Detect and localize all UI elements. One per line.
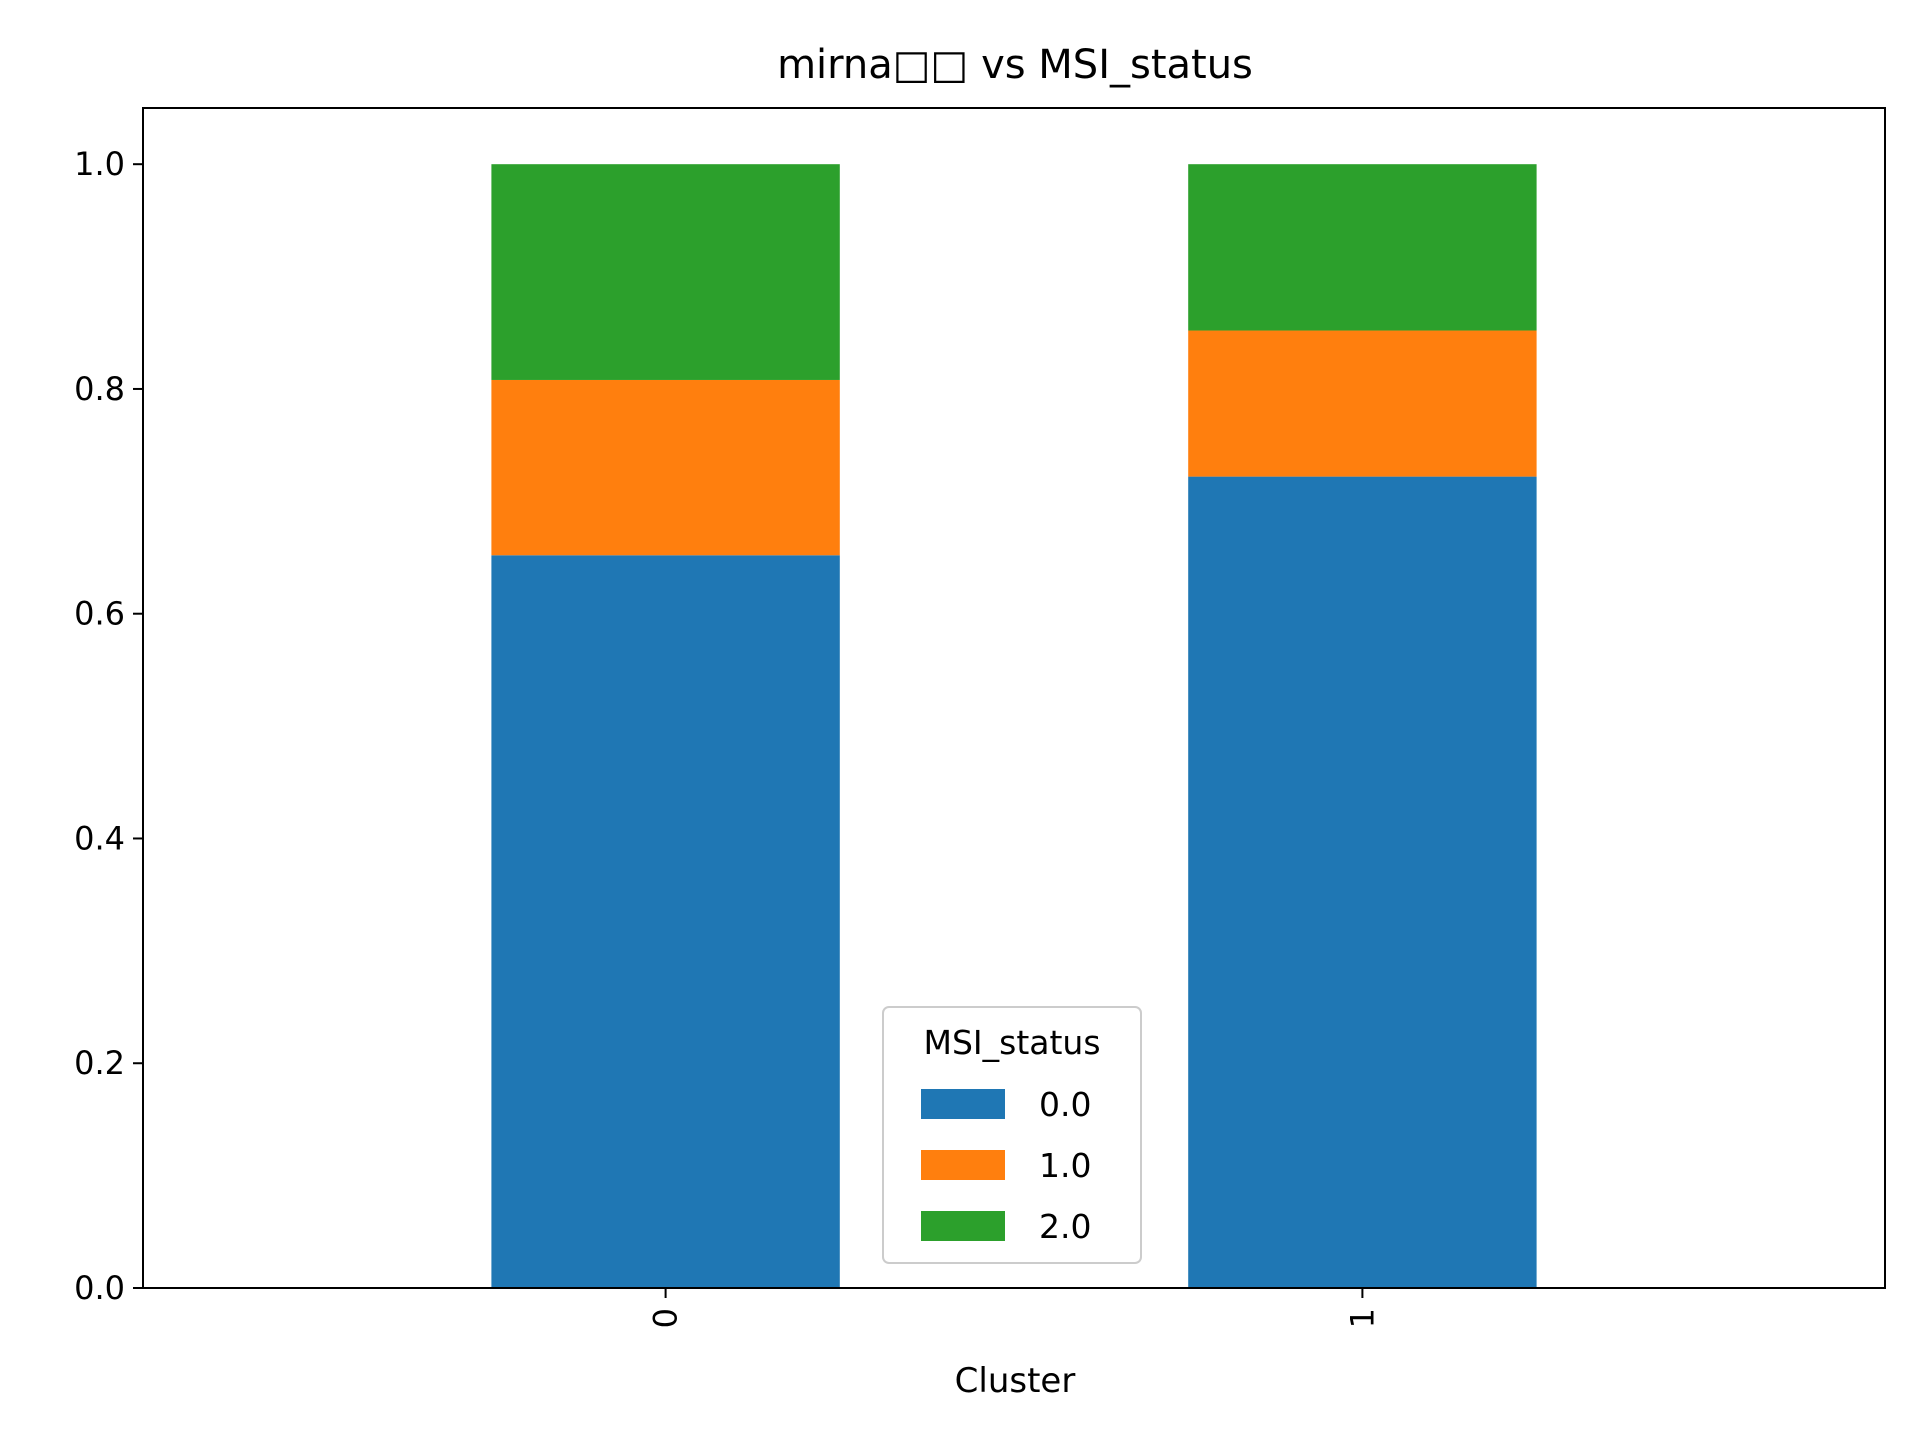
y-tick-label: 1.0 — [74, 145, 125, 183]
y-tick-label: 0.8 — [74, 370, 125, 408]
x-axis-title: Cluster — [955, 1361, 1076, 1401]
legend-label-1: 1.0 — [1039, 1146, 1091, 1185]
y-tick-label: 0.2 — [74, 1044, 125, 1082]
legend-swatch-0 — [921, 1089, 1005, 1119]
bar-cluster-0-series-2 — [491, 164, 840, 380]
legend-box — [882, 1006, 1142, 1264]
axes-layer: 0.0 0.2 0.4 0.6 0.8 1.0 0 1 — [74, 107, 1886, 1328]
y-tick-label: 0.6 — [74, 595, 125, 633]
bar-cluster-0-series-1 — [491, 379, 840, 556]
legend-swatch-2 — [921, 1211, 1005, 1241]
x-tick-label: 0 — [647, 1308, 685, 1328]
legend: MSI_status 0.0 1.0 2.0 — [882, 1006, 1142, 1264]
bars-layer — [491, 164, 1537, 1289]
y-tick-label: 0.0 — [74, 1269, 125, 1307]
bar-cluster-0-series-0 — [491, 555, 840, 1288]
bar-cluster-1-series-1 — [1188, 330, 1537, 477]
legend-title: MSI_status — [923, 1023, 1100, 1062]
chart-title: mirna□□ vs MSI_status — [777, 42, 1253, 88]
bar-cluster-1-series-0 — [1188, 476, 1537, 1289]
legend-label-0: 0.0 — [1039, 1085, 1091, 1124]
plot-frame — [142, 107, 1886, 1289]
bar-cluster-1-series-2 — [1188, 164, 1537, 331]
y-tick-label: 0.4 — [74, 819, 125, 857]
legend-swatch-1 — [921, 1150, 1005, 1180]
legend-label-2: 2.0 — [1039, 1207, 1091, 1246]
x-tick-label: 1 — [1343, 1308, 1381, 1328]
